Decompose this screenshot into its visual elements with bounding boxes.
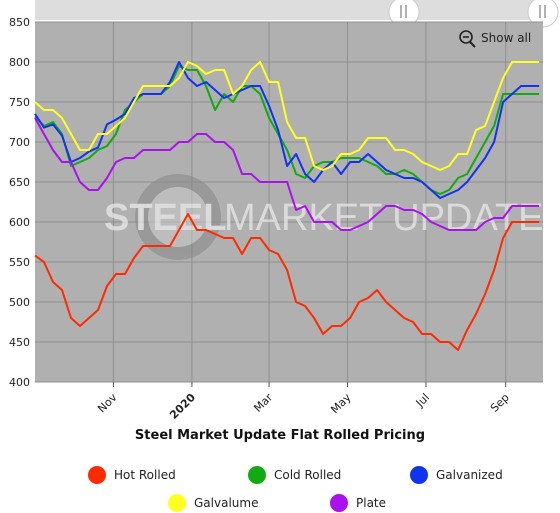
y-tick-label: 400: [9, 376, 30, 389]
legend-label: Galvanized: [436, 468, 503, 482]
series-line-hot-rolled: [34, 213, 540, 351]
legend-label: Hot Rolled: [114, 468, 176, 482]
svg-text:STEEL: STEEL: [104, 197, 226, 239]
y-tick-label: 800: [9, 56, 30, 69]
y-tick-label: 450: [9, 336, 30, 349]
chart-title: Steel Market Update Flat Rolled Pricing: [134, 428, 426, 443]
legend-label: Cold Rolled: [274, 468, 342, 482]
legend-item-hot-rolled[interactable]: Hot Rolled: [88, 465, 176, 485]
series-line-plate: [34, 117, 540, 231]
x-axis: Nov 2020 Mar May Jul Sep: [95, 382, 512, 422]
legend-dot-galvanized: [410, 466, 428, 484]
series-lines: [34, 61, 540, 351]
y-axis: 400 450 500 550 600 650 700 750 800 850: [9, 16, 30, 389]
legend-label: Plate: [356, 496, 387, 510]
show-all-button-icon[interactable]: [459, 30, 476, 48]
show-all-button[interactable]: Show all: [481, 31, 531, 45]
y-tick-label: 550: [9, 256, 30, 269]
legend-item-plate[interactable]: Plate: [330, 493, 386, 513]
x-tick-label: 2020: [167, 391, 198, 422]
watermark-logo: STEEL MARKET UPDATE: [104, 174, 544, 260]
legend-dot-cold-rolled: [248, 466, 266, 484]
x-tick-label: May: [328, 391, 354, 417]
x-tick-label: Sep: [488, 391, 512, 415]
legend-dot-plate: [330, 494, 348, 512]
y-tick-label: 850: [9, 16, 30, 29]
series-line-galvanized: [34, 61, 540, 199]
range-navigator-bar[interactable]: [35, 0, 543, 20]
y-tick-label: 700: [9, 136, 30, 149]
legend-label: Galvalume: [194, 496, 259, 510]
x-tick-label: Mar: [251, 391, 275, 415]
legend-item-galvalume[interactable]: Galvalume: [168, 493, 258, 513]
legend-dot-hot-rolled: [88, 466, 106, 484]
y-tick-label: 500: [9, 296, 30, 309]
x-tick-label: Jul: [413, 391, 432, 410]
series-line-cold-rolled: [34, 65, 540, 195]
y-tick-label: 650: [9, 176, 30, 189]
plot-area: [35, 22, 543, 382]
y-tick-label: 750: [9, 96, 30, 109]
svg-text:MARKET UPDATE: MARKET UPDATE: [224, 197, 544, 239]
series-line-galvalume: [34, 61, 540, 171]
x-tick-label: Nov: [95, 391, 120, 416]
legend-item-cold-rolled[interactable]: Cold Rolled: [248, 465, 341, 485]
legend-item-galvanized[interactable]: Galvanized: [410, 465, 503, 485]
y-tick-label: 600: [9, 216, 30, 229]
legend-dot-galvalume: [168, 494, 186, 512]
